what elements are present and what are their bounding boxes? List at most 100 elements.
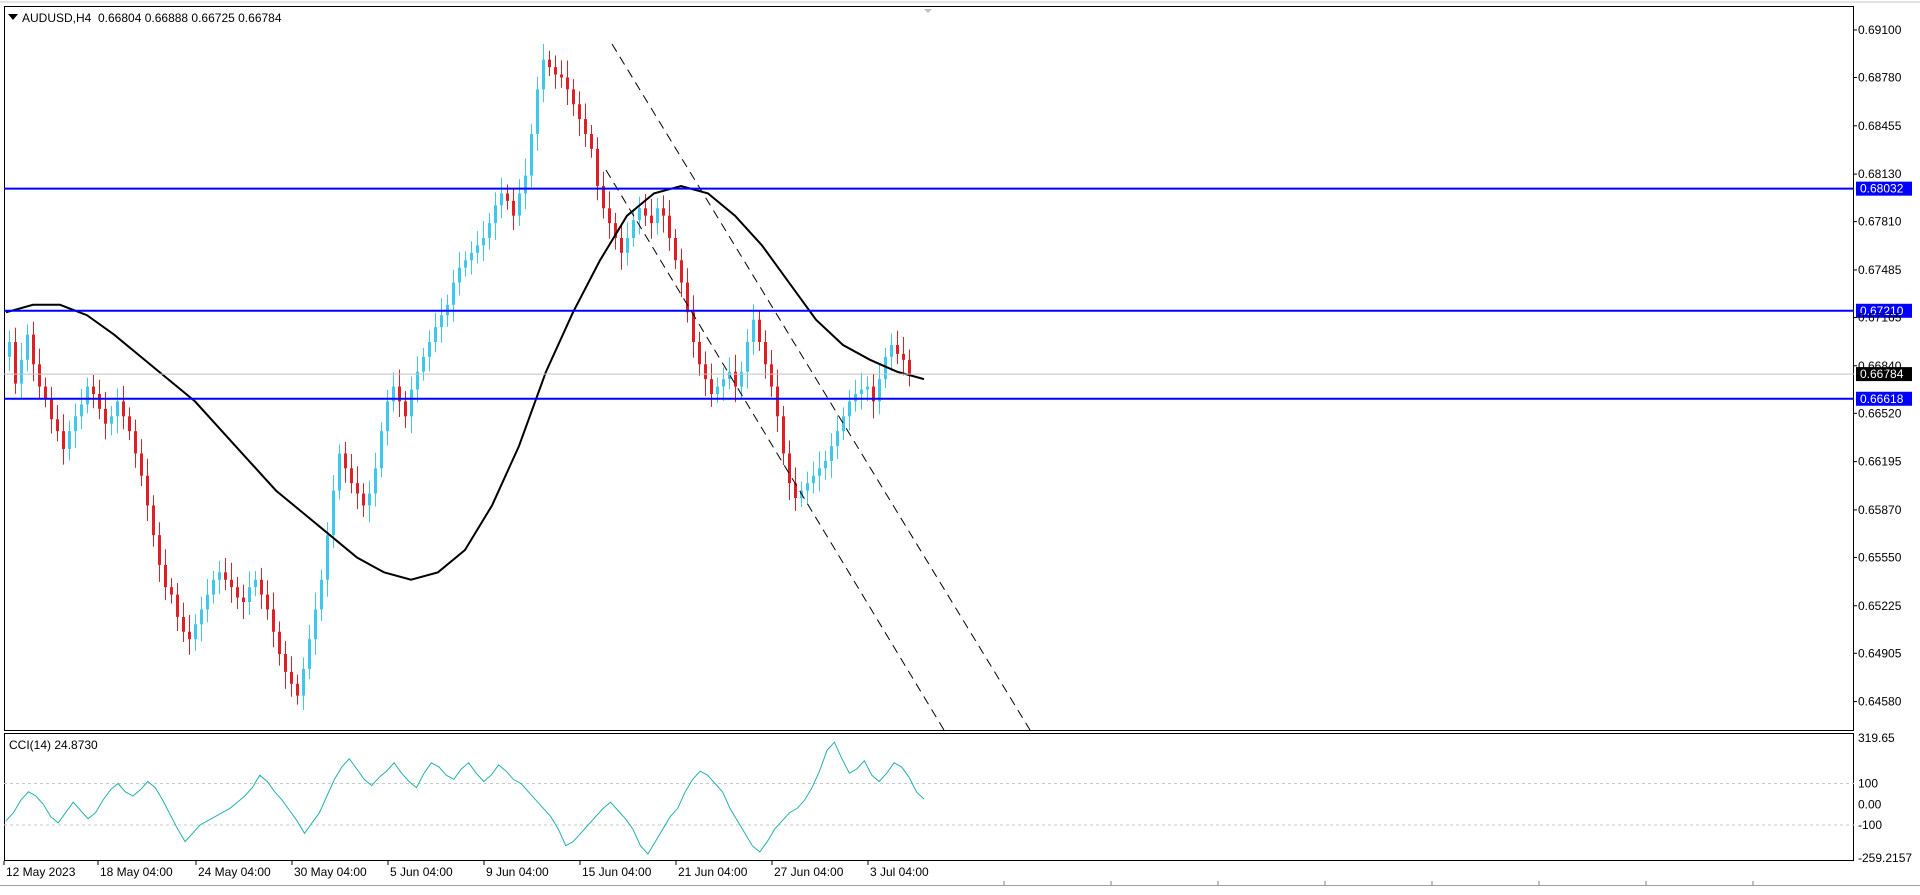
candle-bullish: [434, 327, 437, 342]
time-tick-label: 30 May 04:00: [294, 865, 367, 879]
candle-bullish: [200, 609, 203, 625]
price-tick-label: 0.66840: [1858, 359, 1902, 373]
candle-bullish: [308, 639, 311, 669]
candle-bearish: [350, 468, 353, 484]
cci-tick-label: 0.00: [1858, 797, 1882, 811]
candle-bullish: [332, 490, 335, 536]
candle-bullish: [110, 416, 113, 424]
candle-bearish: [344, 453, 347, 469]
candle-bearish: [590, 133, 593, 149]
candle-bullish: [884, 356, 887, 380]
candle-bullish: [842, 416, 845, 432]
candle-bearish: [674, 237, 677, 261]
candle-bearish: [284, 654, 287, 672]
candle-bearish: [902, 353, 905, 360]
time-tick-label: 18 May 04:00: [100, 865, 173, 879]
candle-bullish: [476, 245, 479, 253]
candle-bearish: [182, 616, 185, 632]
candle-bullish: [326, 535, 329, 580]
candle-bearish: [794, 483, 797, 499]
candle-bullish: [116, 401, 119, 417]
candle-bullish: [254, 579, 257, 588]
candle-bearish: [644, 208, 647, 216]
candle-bullish: [830, 446, 833, 461]
candlestick-series: [8, 44, 911, 710]
candle-bullish: [488, 223, 491, 238]
candle-bullish: [8, 341, 11, 357]
current-price-tag: [1856, 367, 1912, 382]
candle-bullish: [392, 386, 395, 402]
candle-bullish: [818, 468, 821, 476]
time-tick-label: 21 Jun 04:00: [678, 865, 748, 879]
level-price-label: 0.66618: [1860, 392, 1904, 406]
candle-bullish: [632, 220, 635, 238]
indicator-frame: [4, 733, 1854, 861]
candle-bearish: [296, 683, 299, 696]
candle-bearish: [62, 431, 65, 449]
horizontal-levels[interactable]: 0.68032 0.67210 0.66618 0.66784: [4, 181, 1912, 406]
candle-bearish: [698, 341, 701, 365]
candle-bearish: [710, 379, 713, 395]
candle-bullish: [626, 237, 629, 253]
candle-bullish: [380, 431, 383, 469]
candle-bearish: [872, 386, 875, 402]
channel-lower-line[interactable]: [605, 169, 945, 731]
price-tick-label: 0.65225: [1858, 599, 1902, 613]
candle-bullish: [878, 379, 881, 402]
candle-bearish: [704, 364, 707, 380]
candle-bearish: [164, 564, 167, 588]
candle-bearish: [104, 408, 107, 424]
candle-bullish: [890, 344, 893, 357]
candle-bullish: [638, 208, 641, 221]
candle-bearish: [578, 104, 581, 120]
level-price-tag: [1856, 391, 1912, 406]
price-tick-label: 0.67810: [1858, 215, 1902, 229]
candle-bullish: [812, 475, 815, 484]
candle-bullish: [248, 587, 251, 603]
candle-bearish: [692, 312, 695, 342]
candle-bearish: [92, 386, 95, 395]
candle-bearish: [584, 119, 587, 134]
trend-channel[interactable]: [605, 43, 1031, 731]
candle-bearish: [596, 148, 599, 186]
candle-bearish: [242, 597, 245, 603]
candle-bullish: [716, 386, 719, 395]
cci-tick-label: -259.2157: [1858, 851, 1912, 865]
candle-bullish: [212, 579, 215, 595]
candle-bullish: [470, 252, 473, 261]
candle-bullish: [722, 379, 725, 387]
candle-bearish: [38, 364, 41, 387]
candle-bearish: [560, 74, 563, 78]
candle-bearish: [134, 431, 137, 454]
candle-bullish: [368, 493, 371, 506]
candle-bullish: [740, 371, 743, 387]
candle-bullish: [458, 267, 461, 283]
candle-bearish: [758, 319, 761, 342]
candle-bearish: [356, 483, 359, 494]
candle-bullish: [386, 401, 389, 432]
time-tick-label: 15 Jun 04:00: [582, 865, 652, 879]
price-tick-label: 0.67165: [1858, 310, 1902, 324]
candle-bearish: [506, 193, 509, 201]
cci-axis: 319.65 100 0.00 -100 -259.2157: [1858, 731, 1912, 865]
candle-bullish: [866, 386, 869, 390]
shift-marker-icon[interactable]: [924, 9, 932, 13]
price-tick-label: 0.68130: [1858, 167, 1902, 181]
candle-bearish: [512, 200, 515, 216]
candle-bearish: [770, 364, 773, 387]
candle-bullish: [854, 394, 857, 402]
time-axis: 12 May 2023 18 May 04:00 24 May 04:00 30 Ma…: [3, 861, 1754, 885]
price-tick-label: 0.64905: [1858, 646, 1902, 660]
price-tick-label: 0.68455: [1858, 119, 1902, 133]
collapse-arrow-icon[interactable]: [8, 14, 18, 20]
price-tick-label: 0.65550: [1858, 550, 1902, 564]
candle-bullish: [206, 594, 209, 610]
candle-bullish: [194, 624, 197, 640]
candle-bearish: [398, 386, 401, 402]
price-axis: 0.69100 0.68780 0.68455 0.68130 0.67810 0.674…: [1854, 23, 1902, 709]
time-tick-label: 12 May 2023: [6, 865, 76, 879]
candle-bearish: [602, 185, 605, 209]
